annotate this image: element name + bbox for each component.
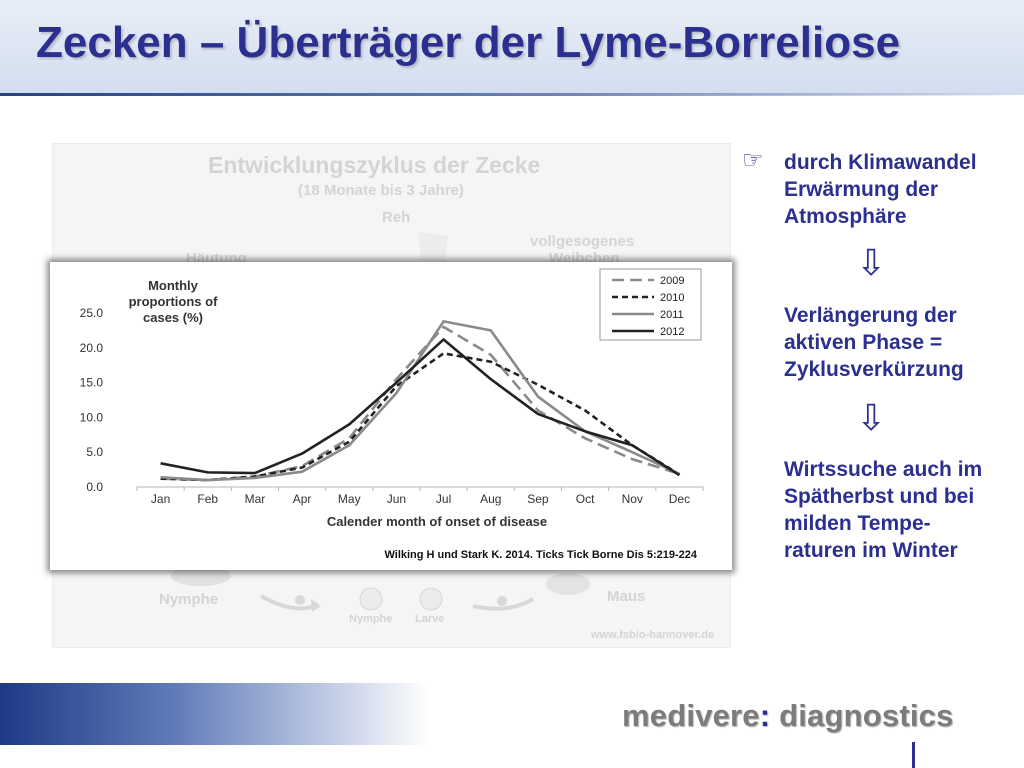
chart-title-line-2: proportions of [129, 294, 218, 309]
y-tick-label: 15.0 [80, 376, 104, 390]
y-tick-label: 5.0 [86, 445, 103, 459]
y-tick-label: 10.0 [80, 410, 104, 424]
legend-label-2009: 2009 [660, 275, 684, 287]
x-tick-label: Sep [527, 492, 549, 506]
cycle-dot-left [295, 595, 305, 605]
nymphe-circle [359, 587, 383, 611]
y-tick-label: 0.0 [86, 480, 103, 494]
info-block-3: Wirtssuche auch im Spätherbst und bei mi… [784, 458, 983, 562]
series-line-2011 [160, 320, 680, 482]
x-tick-label: Aug [480, 492, 501, 506]
info-block-2: Verlängerung der aktiven Phase = Zyklusv… [784, 304, 964, 381]
label-maus: Maus [607, 588, 646, 605]
cycle-subtitle: (18 Monate bis 3 Jahre) [298, 182, 464, 199]
x-tick-label: Nov [622, 492, 643, 506]
company-logo: medivere: diagnostics [622, 698, 954, 734]
label-reh: Reh [382, 209, 411, 226]
series-line-2009 [160, 325, 680, 482]
x-tick-label: Oct [576, 492, 595, 506]
cycle-decoration [171, 232, 590, 612]
pointing-hand-icon: ☞ [742, 146, 764, 174]
cycle-arrow-left [260, 594, 316, 611]
x-tick-label: Jun [387, 492, 406, 506]
x-tick-label: Jan [151, 492, 170, 506]
label-larve: Larve [415, 613, 445, 625]
series-line-2012 [160, 338, 681, 477]
y-tick-label: 20.0 [80, 341, 104, 355]
y-axis: 0.0 5.0 10.0 15.0 20.0 25.0 [80, 306, 104, 494]
nymph-silhouette [171, 566, 231, 586]
footer-gradient-bar [0, 683, 430, 745]
x-tick-label: Mar [245, 492, 266, 506]
source-note: Wilking H und Stark K. 2014. Ticks Tick … [384, 549, 697, 561]
chart-legend: 2009 2010 2011 2012 [599, 268, 702, 341]
x-axis-label: Calender month of onset of disease [327, 514, 547, 529]
x-axis: Jan Feb Mar Apr May Jun Jul Aug Sep Oct Nov Dec [136, 486, 704, 506]
y-tick-label: 25.0 [80, 306, 104, 320]
cycle-arrow-right [472, 597, 535, 611]
source-url: www.fsbio-hannover.de [591, 629, 715, 641]
mouse-silhouette [546, 573, 590, 595]
legend-label-2011: 2011 [660, 309, 684, 321]
deer-silhouette [418, 232, 448, 262]
logo-text-medivere: medivere [622, 698, 760, 733]
x-tick-label: Dec [669, 492, 690, 506]
label-vollgesogenes: vollgesogenes [530, 233, 635, 250]
logo-colon: : [759, 698, 771, 733]
footer-tick [912, 742, 915, 768]
down-arrow-icon: ⇩ [856, 398, 887, 439]
x-tick-label: Feb [197, 492, 218, 506]
legend-label-2010: 2010 [660, 292, 684, 304]
label-nymphe-left: Nymphe [159, 591, 219, 608]
line-chart: 0.0 5.0 10.0 15.0 20.0 25.0 Jan Feb Mar Apr May Ju… [80, 268, 704, 561]
slide-title: Zecken – Überträger der Lyme-Borreliose [36, 18, 901, 67]
header-band [0, 0, 1024, 95]
cycle-title: Entwicklungszyklus der Zecke [208, 152, 541, 178]
chart-title-line-3: cases (%) [143, 310, 203, 325]
legend-label-2012: 2012 [660, 326, 684, 338]
x-tick-label: Jul [436, 492, 451, 506]
x-tick-label: May [338, 492, 361, 506]
info-block-1: durch Klimawandel Erwärmung der Atmosphä… [784, 151, 977, 228]
logo-text-diagnostics: diagnostics [770, 698, 954, 733]
cycle-dot-right [497, 596, 507, 606]
down-arrow-icon: ⇩ [856, 243, 887, 284]
chart-series [160, 320, 681, 482]
x-tick-label: Apr [293, 492, 312, 506]
larve-circle [419, 587, 443, 611]
label-nymphe-small: Nymphe [349, 613, 393, 625]
chart-card: 0.0 5.0 10.0 15.0 20.0 25.0 Jan Feb Mar Apr May Ju… [50, 262, 732, 570]
series-line-2010 [160, 352, 681, 482]
header-rule [0, 93, 1024, 96]
chart-title-line-1: Monthly [148, 278, 199, 293]
cycle-arrowhead-left [311, 599, 321, 612]
